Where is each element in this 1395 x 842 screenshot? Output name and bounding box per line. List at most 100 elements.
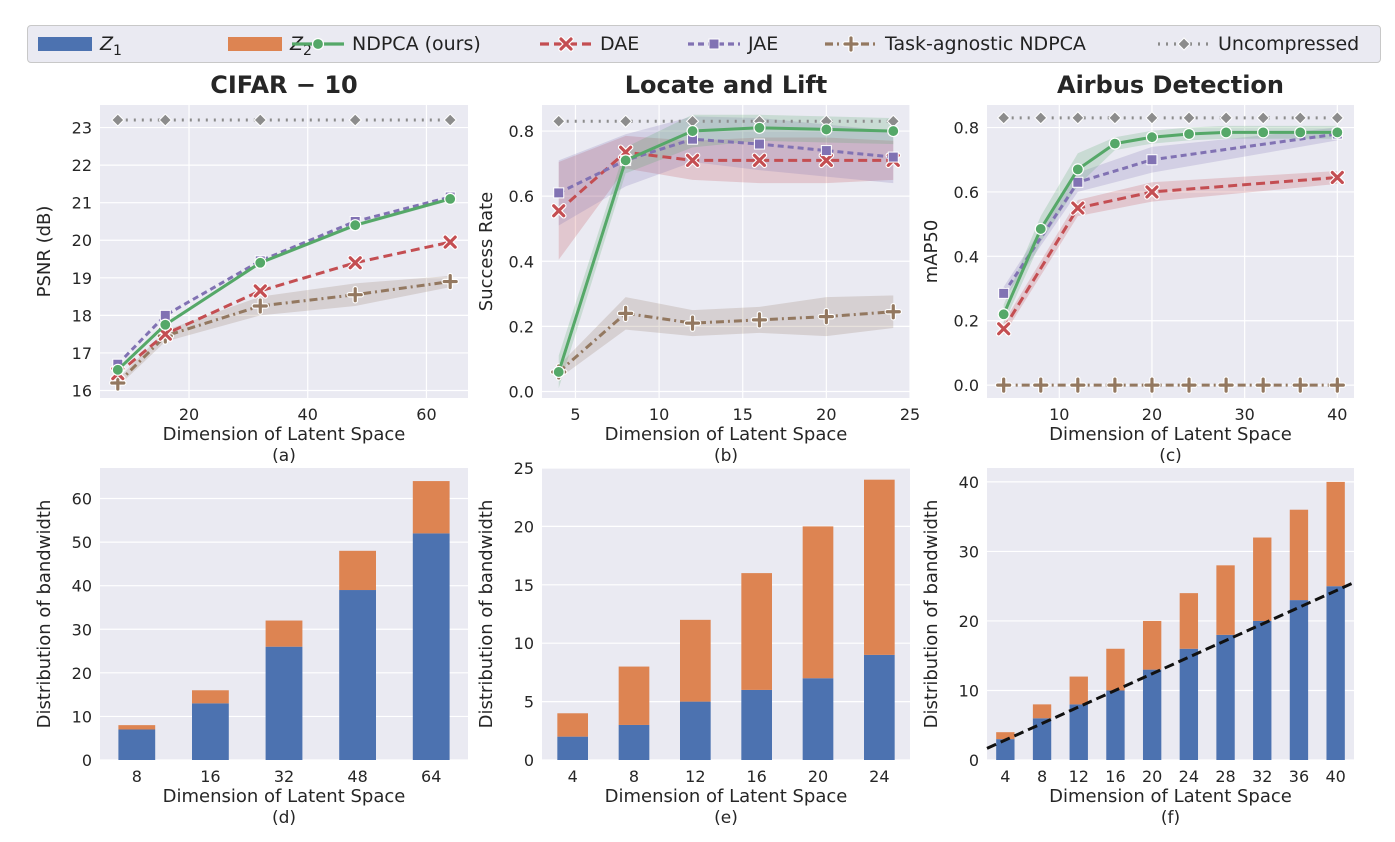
y-axis-label: Distribution of bandwidth bbox=[921, 500, 942, 729]
y-tick-label: 40 bbox=[72, 577, 92, 596]
data-point-task-agnostic bbox=[994, 376, 1013, 394]
y-tick-label: 0 bbox=[82, 751, 92, 770]
panel-caption: (e) bbox=[714, 808, 738, 828]
x-tick-label: 20 bbox=[1142, 405, 1162, 424]
data-point-task-agnostic bbox=[1143, 376, 1161, 394]
bar-z2 bbox=[1142, 620, 1162, 670]
bar-z2 bbox=[265, 620, 303, 647]
bar-z2 bbox=[996, 732, 1015, 740]
data-point-task-agnostic bbox=[1106, 376, 1124, 394]
y-tick-label: 23 bbox=[72, 119, 92, 138]
series-line-dae bbox=[1002, 175, 1338, 330]
x-tick-label: 64 bbox=[421, 767, 441, 786]
legend-marker bbox=[1177, 37, 1191, 51]
y-tick-label: 0.2 bbox=[509, 317, 534, 336]
panel-caption: (c) bbox=[1159, 446, 1182, 466]
data-point-ndpca bbox=[552, 365, 565, 379]
y-tick-label: 30 bbox=[72, 620, 92, 639]
legend-swatch bbox=[228, 37, 282, 51]
data-point-task-agnostic bbox=[109, 374, 127, 392]
panel-caption: (d) bbox=[272, 808, 296, 828]
confidence-band-jae bbox=[1003, 127, 1338, 300]
x-tick-label: 12 bbox=[1069, 767, 1089, 786]
data-point-ndpca bbox=[887, 124, 900, 138]
legend-label: JAE bbox=[748, 33, 779, 55]
x-tick-label: 36 bbox=[1289, 767, 1309, 786]
data-point-uncompressed bbox=[1108, 111, 1122, 125]
data-point-ndpca bbox=[1145, 131, 1159, 144]
y-tick-label: 60 bbox=[72, 490, 92, 509]
series-line-jae bbox=[558, 137, 894, 195]
legend-label: NDPCA (ours) bbox=[352, 33, 481, 55]
bar-z1 bbox=[741, 689, 772, 760]
bar-z1 bbox=[1289, 600, 1309, 760]
data-point-uncompressed bbox=[552, 114, 566, 128]
y-tick-label: 20 bbox=[514, 517, 534, 536]
data-point-jae bbox=[820, 145, 832, 157]
data-point-ndpca bbox=[111, 363, 124, 376]
series-line-ndpca bbox=[1002, 130, 1338, 315]
legend: Z1 Z2 NDPCA (ours) DAE JAE Task-agnostic NDPC… bbox=[27, 25, 1381, 63]
data-point-task-agnostic bbox=[817, 307, 836, 326]
data-point-uncompressed bbox=[1071, 111, 1085, 125]
bar-z1 bbox=[1142, 669, 1162, 760]
legend-swatch bbox=[540, 36, 592, 52]
data-point-dae bbox=[995, 321, 1012, 337]
x-tick-label: 30 bbox=[1234, 405, 1254, 424]
data-point-ndpca bbox=[444, 192, 457, 206]
y-tick-label: 19 bbox=[72, 269, 92, 288]
data-point-ndpca bbox=[1071, 163, 1084, 176]
y-tick-label: 0.6 bbox=[509, 187, 534, 206]
x-axis-label: Dimension of Latent Space bbox=[163, 786, 406, 807]
bar-z2 bbox=[1253, 537, 1272, 621]
data-point-task-agnostic bbox=[1328, 376, 1347, 394]
bar-z1 bbox=[1069, 704, 1088, 760]
data-point-task-agnostic bbox=[884, 302, 903, 321]
data-point-task-agnostic bbox=[1032, 376, 1050, 394]
x-tick-label: 12 bbox=[685, 767, 705, 786]
x-axis-label: Dimension of Latent Space bbox=[1049, 424, 1292, 445]
data-point-uncompressed bbox=[348, 113, 362, 127]
x-tick-label: 20 bbox=[179, 405, 199, 424]
bar-z1 bbox=[864, 654, 895, 760]
bar-z2 bbox=[192, 690, 229, 704]
data-point-uncompressed bbox=[1182, 111, 1196, 125]
y-tick-label: 17 bbox=[72, 344, 92, 363]
x-tick-label: 16 bbox=[746, 767, 766, 786]
confidence-band-ndpca bbox=[558, 114, 894, 389]
panel-caption: (b) bbox=[714, 446, 738, 466]
data-point-ndpca bbox=[753, 121, 766, 134]
data-point-task-agnostic bbox=[1217, 376, 1235, 394]
y-tick-label: 21 bbox=[72, 194, 92, 213]
x-tick-label: 8 bbox=[1037, 767, 1047, 786]
data-point-dae bbox=[684, 152, 701, 169]
panel-f: 0 10 20 30 40 4 8 12 16 20 24 28 32 36 40 Dimension of … bbox=[921, 468, 1355, 828]
y-tick-label: 10 bbox=[514, 634, 534, 653]
data-point-ndpca bbox=[1257, 126, 1270, 139]
bar-z2 bbox=[1326, 481, 1345, 587]
data-point-uncompressed bbox=[1034, 111, 1048, 125]
x-axis-label: Dimension of Latent Space bbox=[1049, 786, 1292, 807]
trend-line bbox=[986, 581, 1355, 750]
y-tick-label: 25 bbox=[514, 459, 534, 478]
x-tick-label: 16 bbox=[1105, 767, 1125, 786]
y-axis-label: Success Rate bbox=[476, 192, 497, 311]
data-point-uncompressed bbox=[158, 113, 172, 127]
data-point-uncompressed bbox=[1256, 111, 1270, 125]
legend-marker bbox=[558, 36, 574, 52]
data-point-task-agnostic bbox=[1069, 376, 1087, 394]
bar-z1 bbox=[557, 736, 588, 760]
bar-z2 bbox=[1289, 509, 1309, 601]
data-point-task-agnostic bbox=[1180, 376, 1198, 394]
bar-z1 bbox=[118, 729, 156, 760]
y-tick-label: 0.6 bbox=[954, 183, 979, 202]
legend-marker bbox=[842, 35, 860, 53]
x-tick-label: 20 bbox=[816, 405, 836, 424]
x-tick-label: 8 bbox=[629, 767, 639, 786]
legend-label: DAE bbox=[600, 33, 640, 55]
data-point-uncompressed bbox=[618, 114, 633, 128]
bar-z1 bbox=[618, 724, 650, 760]
bar-z2 bbox=[802, 526, 834, 679]
legend-patch bbox=[38, 37, 92, 51]
y-tick-label: 16 bbox=[72, 381, 92, 400]
